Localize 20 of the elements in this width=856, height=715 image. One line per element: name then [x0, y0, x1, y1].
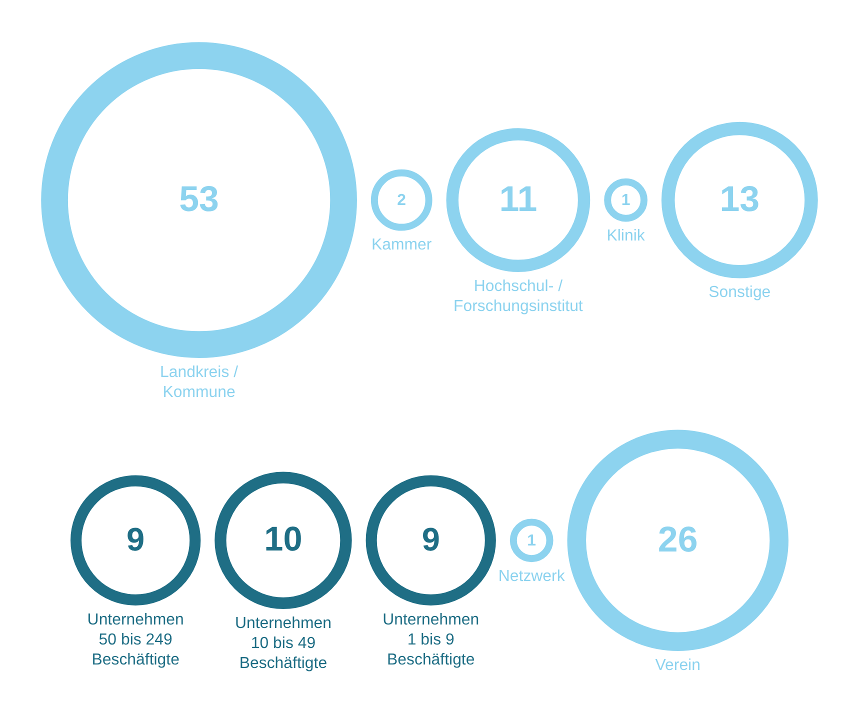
category-label: Netzwerk [498, 568, 565, 586]
data-label: 11 [499, 179, 538, 220]
category-label: Unternehmen 1 bis 9 Beschäftigte [382, 611, 480, 668]
data-label: 1 [621, 192, 630, 210]
category-label: Unternehmen 10 bis 49 Beschäftigte [234, 614, 332, 672]
data-label: 53 [179, 179, 219, 220]
category-label: Kammer [372, 236, 432, 254]
data-label: 13 [720, 179, 760, 220]
data-label: 26 [658, 519, 698, 560]
category-label: Landkreis / Kommune [160, 364, 239, 401]
category-label: Verein [655, 656, 700, 674]
category-label: Unternehmen 50 bis 249 Beschäftigte [87, 611, 184, 668]
data-label: 9 [126, 521, 145, 558]
data-label: 9 [422, 521, 440, 558]
data-label: 1 [527, 532, 536, 550]
category-label: Sonstige [708, 284, 771, 302]
data-label: 10 [264, 520, 302, 558]
data-label: 2 [397, 192, 406, 210]
category-label: Klinik [606, 228, 645, 245]
category-label: Hochschul- / Forschungsinstitut [454, 278, 584, 315]
